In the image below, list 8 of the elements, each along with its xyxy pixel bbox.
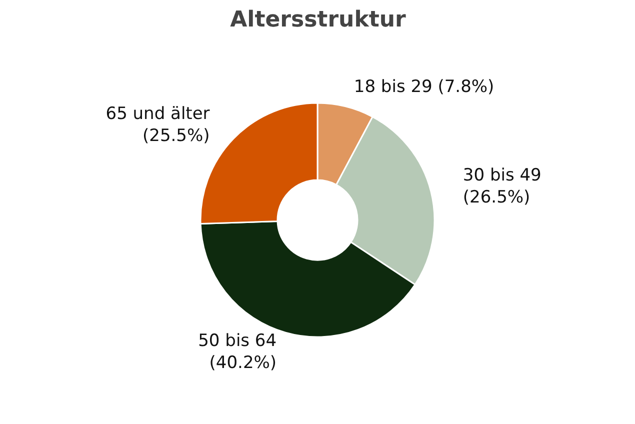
slice-label: 18 bis 29 (7.8%) — [354, 77, 494, 98]
data-label: (26.5%) — [462, 187, 530, 208]
data-label: (25.5%) — [142, 126, 210, 146]
data-label: (40.2%) — [209, 352, 277, 373]
chart-title: Altersstruktur — [230, 8, 406, 32]
slice-label: 50 bis 64 — [198, 330, 277, 351]
slice-label: 30 bis 49 — [462, 165, 542, 186]
slice-label: 65 und älter — [106, 104, 210, 124]
